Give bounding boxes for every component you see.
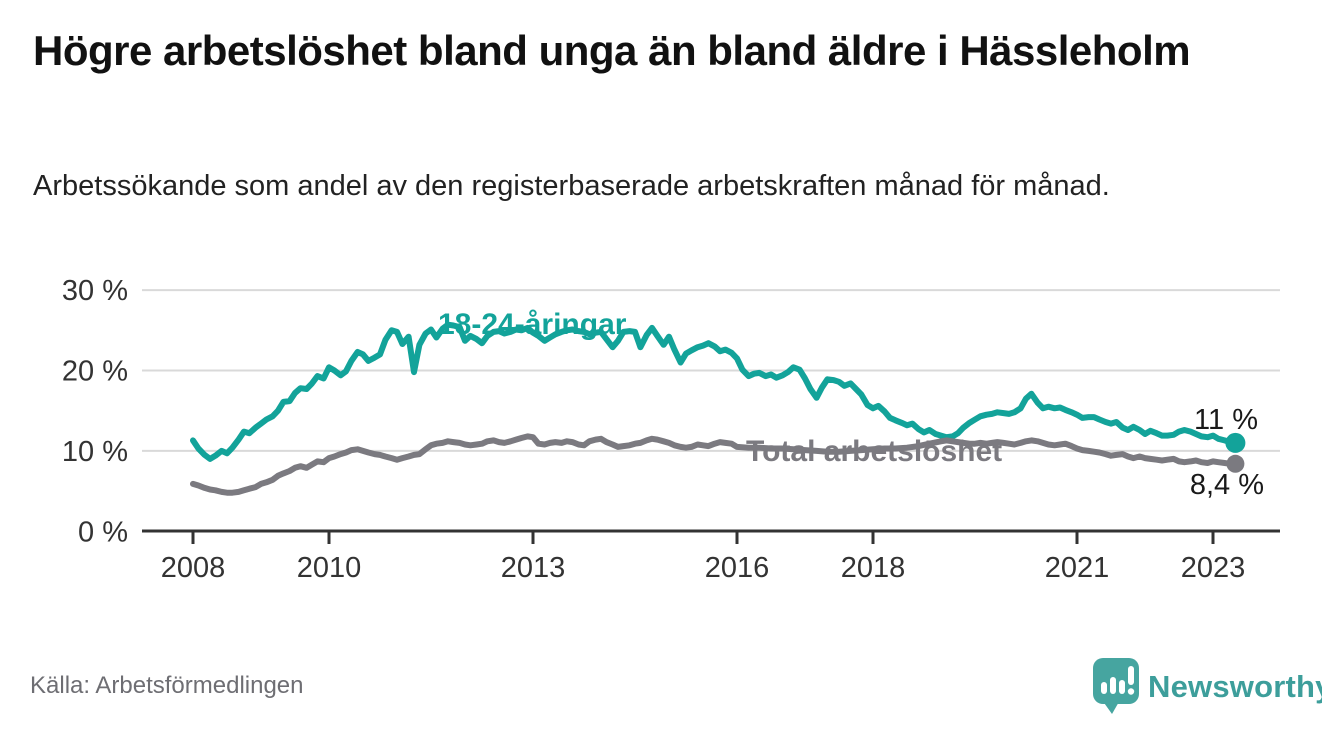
- source-note: Källa: Arbetsförmedlingen: [30, 672, 304, 699]
- y-axis-tick-label: 10 %: [62, 436, 128, 468]
- x-axis-tick-label: 2010: [297, 552, 362, 584]
- chart-subtitle: Arbetssökande som andel av den registerb…: [33, 170, 1110, 202]
- y-axis-tick-label: 30 %: [62, 275, 128, 307]
- series-label-youth: 18-24-åringar: [438, 308, 627, 341]
- end-value-total: 8,4 %: [1190, 469, 1264, 501]
- chart-title: Högre arbetslöshet bland unga än bland ä…: [33, 27, 1191, 74]
- series-end-dot: [1225, 432, 1246, 453]
- x-axis-tick-label: 2008: [161, 552, 226, 584]
- x-axis-tick-label: 2023: [1181, 552, 1246, 584]
- series-end-dot: [1226, 454, 1245, 473]
- x-axis-tick-label: 2018: [841, 552, 906, 584]
- logo-wordmark: Newsworthy: [1148, 669, 1322, 704]
- series-label-total: Total arbetslöshet: [746, 435, 1002, 468]
- y-axis-tick-label: 20 %: [62, 356, 128, 388]
- x-axis-tick-label: 2013: [501, 552, 566, 584]
- end-value-youth: 11 %: [1194, 404, 1258, 436]
- logo-bubble-icon: [1093, 658, 1139, 714]
- x-axis-tick-label: 2016: [705, 552, 770, 584]
- newsworthy-logo: Newsworthy: [1093, 658, 1322, 714]
- series-line-total: [190, 433, 1239, 496]
- x-axis-tick-label: 2021: [1045, 552, 1110, 584]
- y-axis-tick-label: 0 %: [78, 516, 128, 548]
- series-line-youth: [190, 321, 1239, 462]
